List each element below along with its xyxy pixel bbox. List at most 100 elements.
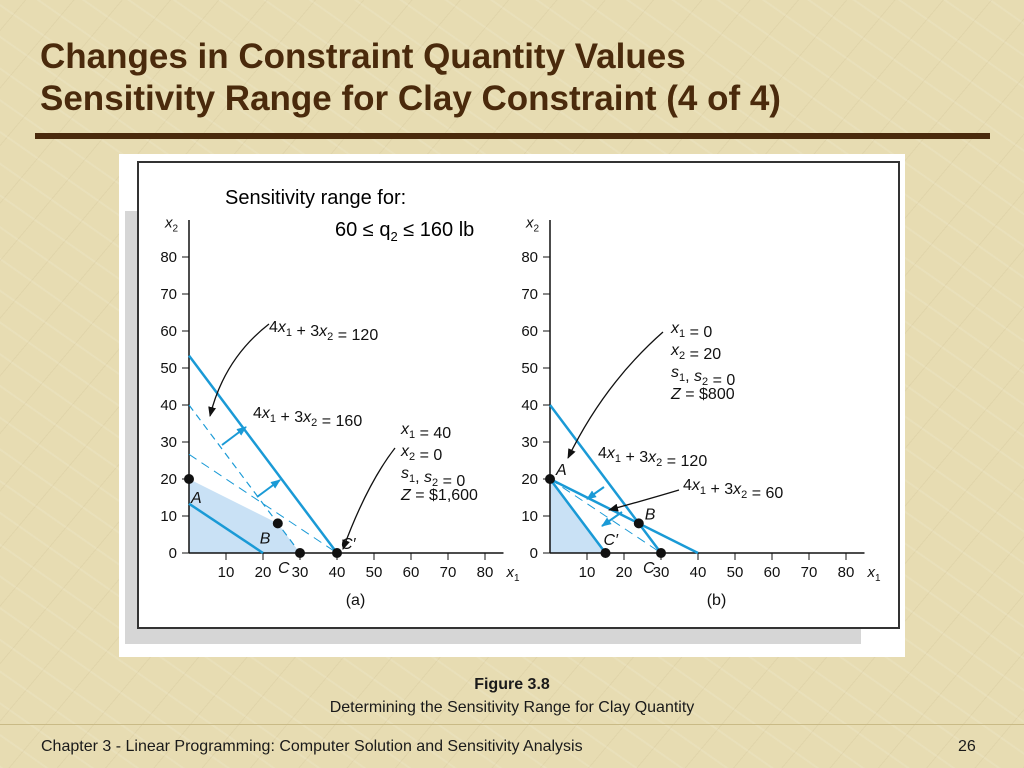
- panel-a-x-axis-label: x1: [506, 564, 521, 584]
- panel-a-annotation-arrow: [208, 323, 270, 417]
- panel-b-x-tick-label: 10: [579, 564, 596, 581]
- panel-b-annotation-line: Z = $800: [670, 386, 735, 403]
- panel-b-x-tick-label: 40: [690, 564, 707, 581]
- panel-b-constraint-line: [549, 477, 699, 555]
- panel-a-y-tick-label: 30: [160, 434, 177, 451]
- panel-b-x-tick-label: 30: [653, 564, 670, 581]
- panel-a-constraint-line: [188, 404, 301, 554]
- panel-a-point: [272, 518, 283, 529]
- panel-a-annotation-line: s1, s2 = 0: [401, 465, 465, 490]
- panel-a-point-label-a: A: [190, 490, 202, 507]
- panel-a-annotation-arrow-c-prime: [342, 447, 396, 550]
- panel-b-annotation-line: s1, s2 = 0: [671, 364, 735, 389]
- panel-b-equation-120: 4x1 + 3x2 = 120: [598, 445, 707, 470]
- panel-a-annotation-line: x2 = 0: [400, 443, 442, 464]
- panel-a-y-tick-label: 40: [160, 397, 177, 414]
- panel-a-y-tick-label: 0: [169, 545, 177, 562]
- panel-a-x-tick-label: 20: [255, 564, 272, 581]
- panel-b-y-tick-label: 80: [521, 249, 538, 266]
- panel-b-x-tick-label: 60: [764, 564, 781, 581]
- title-divider: [35, 133, 990, 139]
- panel-a-feasible-region: [189, 479, 300, 553]
- panel-b-y-axis-label: x2: [525, 214, 540, 234]
- panel-a-point: [332, 548, 342, 558]
- panel-a-constraint-line: [188, 354, 338, 554]
- panel-b-y-tick-label: 40: [521, 397, 538, 414]
- panel-a-point-label-b: B: [260, 530, 271, 547]
- panel-b-shift-arrow: [586, 486, 605, 500]
- figure-caption-subtitle: Determining the Sensitivity Range for Cl…: [329, 699, 695, 716]
- panel-b-point: [656, 548, 666, 558]
- sensitivity-label: Sensitivity range for:: [225, 187, 406, 209]
- panel-a-y-tick-label: 10: [160, 508, 177, 525]
- panel-b-x-tick-label: 50: [727, 564, 744, 581]
- panel-a-annotation-line: x1 = 40: [400, 421, 451, 442]
- panel-a-x-tick-label: 40: [329, 564, 346, 581]
- panel-b-annotation-arrow: [567, 331, 664, 459]
- panel-b-annotation-line: x1 = 0: [670, 320, 712, 341]
- panel-a-y-tick-label: 20: [160, 471, 177, 488]
- panel-b-point-label-b: B: [645, 506, 656, 523]
- panel-b-point-label-c-prime: C′: [604, 532, 620, 549]
- slide-title-line-2: Sensitivity Range for Clay Constraint (4…: [40, 79, 781, 118]
- lp-sensitivity-figure: Sensitivity range for: 60 ≤ q2 ≤ 160 lb …: [125, 161, 900, 644]
- chart-panel-b: 10 20 30 40 50 60 70 80 0 10 20 30 40 50 60 70 80 x1 x2 (b)…: [521, 214, 881, 609]
- footer-divider: [0, 724, 1024, 725]
- panel-a-x-tick-label: 10: [218, 564, 235, 581]
- panel-a-constraint-line: [188, 502, 264, 555]
- panel-b-y-tick-label: 10: [521, 508, 538, 525]
- panel-a-point: [295, 548, 305, 558]
- panel-a-x-tick-label: 70: [440, 564, 457, 581]
- panel-b-y-tick-label: 20: [521, 471, 538, 488]
- panel-a-y-tick-label: 70: [160, 286, 177, 303]
- panel-a-y-tick-label: 50: [160, 360, 177, 377]
- panel-b-x-tick-label: 70: [801, 564, 818, 581]
- panel-b-y-tick-label: 70: [521, 286, 538, 303]
- panel-b-panel-label: (b): [707, 592, 727, 609]
- panel-b-x-tick-label: 20: [616, 564, 633, 581]
- panel-a-x-tick-label: 50: [366, 564, 383, 581]
- panel-b-point-label-c: C: [643, 560, 655, 577]
- slide-title: Changes in Constraint Quantity Values Se…: [40, 36, 781, 120]
- chart-panel-a: 10 20 30 40 50 60 70 80 0 10 20 30 40 50 60 70 80 x1 x2 (a)…: [160, 214, 520, 609]
- panel-b-x-tick-label: 80: [838, 564, 855, 581]
- panel-a-equation-160: 4x1 + 3x2 = 160: [253, 405, 362, 430]
- panel-b-y-tick-label: 0: [530, 545, 538, 562]
- panel-a-x-tick-label: 30: [292, 564, 309, 581]
- panel-b-objective-dashed-line: [549, 478, 662, 554]
- figure-card: Sensitivity range for: 60 ≤ q2 ≤ 160 lb …: [119, 154, 905, 657]
- panel-a-equation-120: 4x1 + 3x2 = 120: [269, 319, 378, 344]
- panel-a-point: [184, 474, 194, 484]
- panel-a-point-label-c-prime: C′: [341, 536, 357, 553]
- panel-b-equation-60: 4x1 + 3x2 = 60: [683, 477, 783, 502]
- panel-a-annotation-line: Z = $1,600: [400, 487, 478, 504]
- panel-a-panel-label: (a): [346, 592, 366, 609]
- panel-b-shift-arrow: [601, 511, 623, 527]
- panel-b-y-tick-label: 60: [521, 323, 538, 340]
- panel-a-y-tick-label: 60: [160, 323, 177, 340]
- panel-b-constraint-line: [549, 404, 662, 554]
- panel-a-shift-arrow: [221, 426, 247, 446]
- panel-b-point: [545, 474, 555, 484]
- panel-a-shift-arrow: [256, 479, 281, 498]
- panel-frame: [137, 161, 900, 629]
- figure-caption-title: Figure 3.8: [474, 676, 550, 693]
- panel-a-x-tick-label: 60: [403, 564, 420, 581]
- panel-b-y-tick-label: 30: [521, 434, 538, 451]
- slide-title-line-1: Changes in Constraint Quantity Values: [40, 37, 686, 76]
- panel-a-point-label-c: C: [278, 560, 290, 577]
- panel-a-y-axis-label: x2: [164, 214, 179, 234]
- panel-b-annotation-arrow-eq60: [608, 489, 680, 512]
- panel-b-x-axis-label: x1: [867, 564, 882, 584]
- panel-b-point: [600, 548, 611, 558]
- panel-b-y-tick-label: 50: [521, 360, 538, 377]
- sensitivity-range: 60 ≤ q2 ≤ 160 lb: [335, 219, 474, 244]
- panel-b-point: [633, 518, 644, 529]
- page-number: 26: [958, 738, 976, 755]
- panel-b-point-label-a: A: [555, 462, 567, 479]
- footer-chapter: Chapter 3 - Linear Programming: Computer…: [41, 738, 583, 755]
- panel-a-y-tick-label: 80: [160, 249, 177, 266]
- panel-b-constraint-line: [549, 478, 607, 554]
- panel-a-x-tick-label: 80: [477, 564, 494, 581]
- panel-b-annotation-line: x2 = 20: [670, 342, 721, 363]
